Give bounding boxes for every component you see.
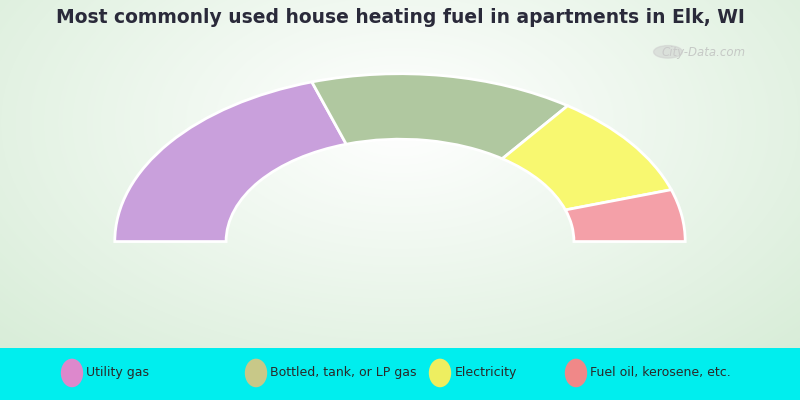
Text: Bottled, tank, or LP gas: Bottled, tank, or LP gas — [270, 366, 417, 380]
Text: Utility gas: Utility gas — [86, 366, 150, 380]
Ellipse shape — [565, 359, 587, 387]
Ellipse shape — [245, 359, 267, 387]
Ellipse shape — [61, 359, 83, 387]
Text: Fuel oil, kerosene, etc.: Fuel oil, kerosene, etc. — [590, 366, 731, 380]
Text: Most commonly used house heating fuel in apartments in Elk, WI: Most commonly used house heating fuel in… — [55, 8, 745, 27]
Wedge shape — [502, 106, 671, 210]
Wedge shape — [114, 82, 346, 242]
Circle shape — [654, 46, 682, 58]
Text: Electricity: Electricity — [454, 366, 517, 380]
Wedge shape — [312, 74, 568, 159]
Ellipse shape — [429, 359, 451, 387]
Text: City-Data.com: City-Data.com — [662, 46, 746, 59]
Wedge shape — [566, 190, 686, 242]
